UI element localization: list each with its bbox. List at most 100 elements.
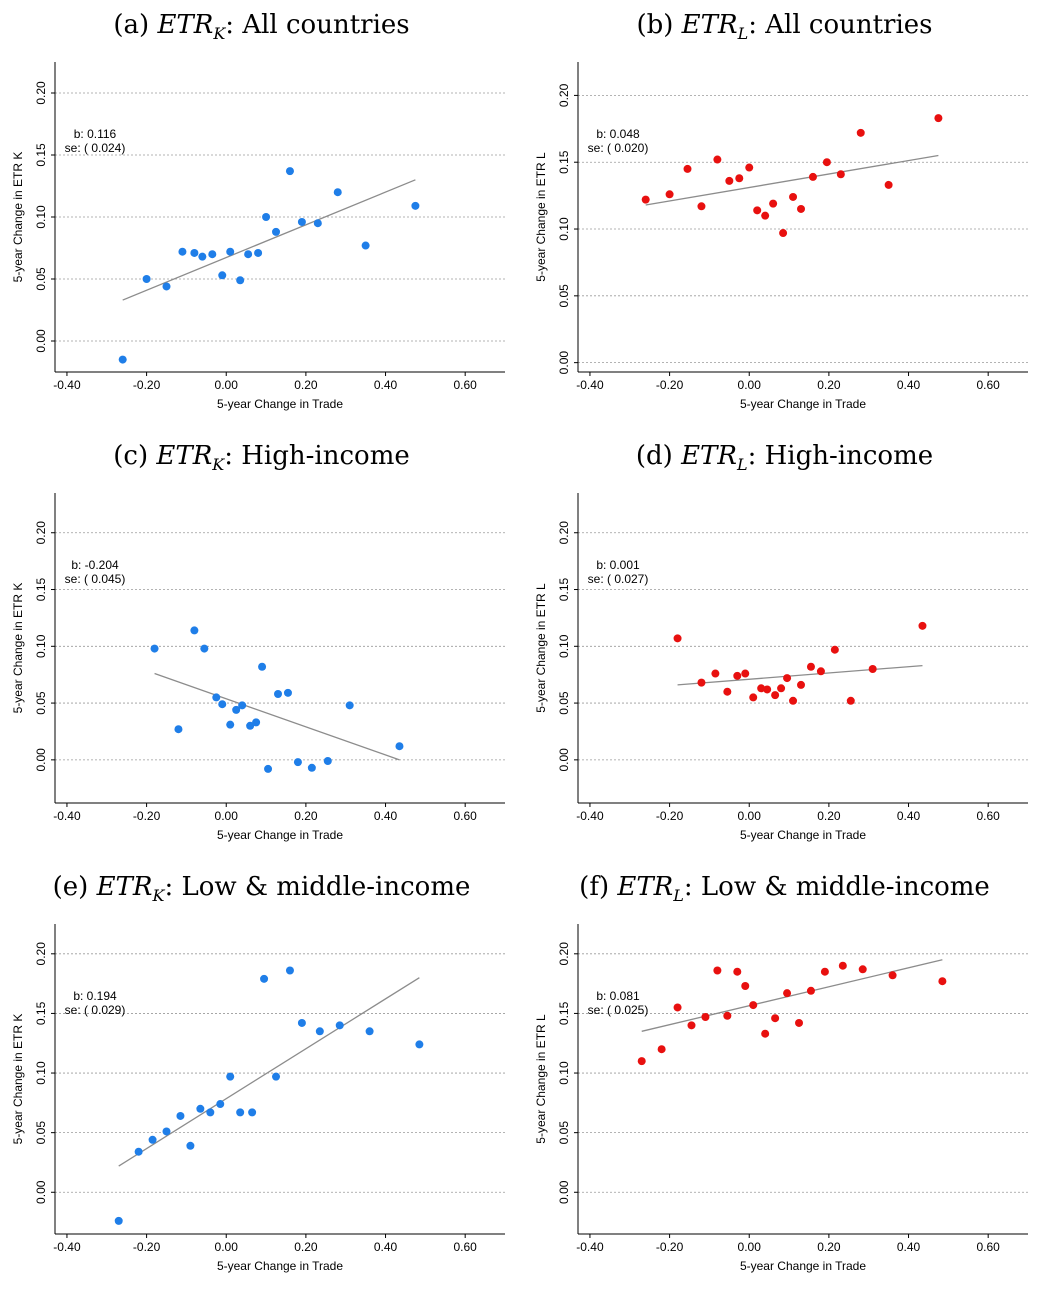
data-point <box>783 989 792 998</box>
data-point <box>244 250 253 259</box>
coef-annotation: b: 0.194 <box>73 989 117 1003</box>
data-point <box>415 1040 424 1049</box>
x-tick-label: -0.20 <box>656 1240 684 1254</box>
data-point <box>226 720 235 729</box>
x-tick-label: 0.40 <box>897 378 921 392</box>
etr-symbol: ETR <box>681 10 738 40</box>
data-point <box>657 1045 666 1054</box>
data-point <box>114 1216 123 1225</box>
data-point <box>763 685 772 694</box>
data-point <box>687 1021 696 1030</box>
data-point <box>771 1014 780 1023</box>
coef-annotation: b: -0.204 <box>71 558 119 572</box>
se-annotation: se: ( 0.020) <box>588 141 649 155</box>
x-tick-label: 0.40 <box>374 1240 398 1254</box>
data-point <box>665 190 674 199</box>
data-point <box>858 965 867 974</box>
data-point <box>761 1029 770 1038</box>
data-point <box>779 229 788 238</box>
data-point <box>190 626 199 635</box>
y-tick-label: 0.00 <box>34 748 48 772</box>
data-point <box>806 662 815 671</box>
se-annotation: se: ( 0.027) <box>588 572 649 586</box>
y-tick-label: 0.15 <box>557 1001 571 1025</box>
x-tick-label: 0.60 <box>453 378 477 392</box>
data-point <box>783 674 792 683</box>
data-point <box>797 204 806 213</box>
chart-panel-b: (b) ETRL: All countries 0.00 0.05 0.10 0.15 0… <box>523 0 1046 431</box>
scatter-plot: 0.00 0.05 0.10 0.15 0.20 -0.40 -0.20 0.00 0.20 0.… <box>534 924 1028 1273</box>
se-annotation: se: ( 0.029) <box>65 1003 126 1017</box>
data-point <box>258 662 267 671</box>
panel-prefix: (f) <box>579 872 618 902</box>
data-point <box>272 1072 281 1081</box>
data-point <box>918 621 927 630</box>
data-point <box>789 192 798 201</box>
panel-title: (f) ETRL: Low & middle-income <box>523 872 1046 905</box>
x-axis-label: 5-year Change in Trade <box>740 1259 866 1273</box>
fit-line <box>645 154 939 206</box>
x-tick-label: -0.40 <box>53 1240 81 1254</box>
data-point <box>713 155 722 164</box>
panel-suffix: : Low & middle-income <box>683 872 990 902</box>
x-tick-label: -0.20 <box>656 809 684 823</box>
etr-subscript: L <box>673 886 684 906</box>
data-point <box>176 1111 185 1120</box>
data-point <box>777 684 786 693</box>
data-point <box>820 967 829 976</box>
x-tick-label: 0.20 <box>817 809 841 823</box>
y-tick-label: 0.20 <box>34 81 48 105</box>
panel-title: (e) ETRK: Low & middle-income <box>0 872 523 905</box>
y-tick-label: 0.15 <box>557 578 571 602</box>
coef-annotation: b: 0.081 <box>596 989 640 1003</box>
etr-subscript: L <box>736 455 748 475</box>
data-point <box>745 163 754 172</box>
data-point <box>822 158 831 167</box>
panel-suffix: : High-income <box>747 441 934 471</box>
se-annotation: se: ( 0.025) <box>588 1003 649 1017</box>
data-point <box>186 1141 195 1150</box>
y-tick-label: 0.20 <box>34 942 48 966</box>
x-tick-label: 0.40 <box>897 809 921 823</box>
panel-title: (c) ETRK: High-income <box>0 441 523 474</box>
data-point <box>285 167 294 176</box>
x-tick-label: 0.00 <box>738 378 762 392</box>
data-point <box>365 1027 374 1036</box>
fit-line <box>118 977 420 1167</box>
x-tick-label: 0.60 <box>453 809 477 823</box>
data-point <box>178 247 187 256</box>
y-tick-label: 0.10 <box>557 634 571 658</box>
y-axis-label: 5-year Change in ETR K <box>11 152 25 283</box>
etr-subscript: K <box>212 455 225 475</box>
panel-suffix: : All countries <box>748 10 933 40</box>
y-tick-label: 0.20 <box>557 83 571 107</box>
y-tick-label: 0.10 <box>34 205 48 229</box>
x-tick-label: 0.60 <box>976 1240 1000 1254</box>
data-point <box>274 689 283 698</box>
data-point <box>838 961 847 970</box>
x-axis-label: 5-year Change in Trade <box>740 397 866 411</box>
scatter-plot: 0.00 0.05 0.10 0.15 0.20 -0.40 -0.20 0.00 0.20 0.… <box>534 62 1028 411</box>
data-point <box>272 227 281 236</box>
x-tick-label: -0.40 <box>53 378 81 392</box>
data-point <box>315 1027 324 1036</box>
data-point <box>174 725 183 734</box>
x-tick-label: 0.60 <box>976 378 1000 392</box>
x-tick-label: 0.40 <box>374 809 398 823</box>
data-point <box>713 966 722 975</box>
x-tick-label: 0.00 <box>215 378 239 392</box>
data-point <box>749 693 758 702</box>
etr-subscript: K <box>213 24 226 44</box>
y-tick-label: 0.15 <box>34 1001 48 1025</box>
x-tick-label: 0.20 <box>294 1240 318 1254</box>
chart-panel-c: (c) ETRK: High-income 0.00 0.05 0.10 0.15 0.2… <box>0 431 523 862</box>
x-tick-label: -0.20 <box>133 809 161 823</box>
fit-line <box>677 664 923 686</box>
data-point <box>757 684 766 693</box>
x-tick-label: 0.60 <box>976 809 1000 823</box>
scatter-plot: 0.00 0.05 0.10 0.15 0.20 -0.40 -0.20 0.00 0.20 0.… <box>11 924 505 1273</box>
y-tick-label: 0.20 <box>557 521 571 545</box>
data-point <box>733 671 742 680</box>
coef-annotation: b: 0.048 <box>596 127 640 141</box>
data-point <box>254 248 263 257</box>
